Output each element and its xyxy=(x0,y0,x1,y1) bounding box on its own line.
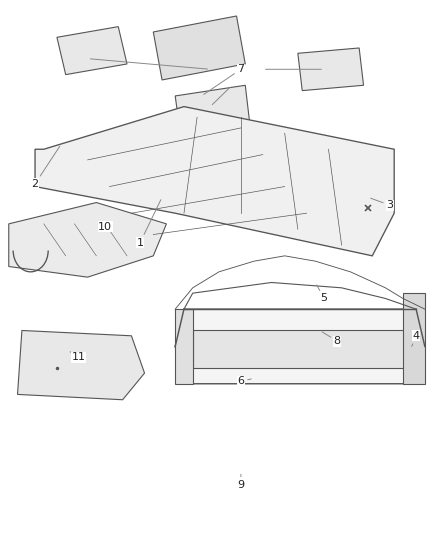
Polygon shape xyxy=(175,85,250,128)
Text: 11: 11 xyxy=(70,352,86,362)
Text: 1: 1 xyxy=(137,200,161,247)
Polygon shape xyxy=(193,330,407,368)
Polygon shape xyxy=(18,330,145,400)
Polygon shape xyxy=(35,107,394,256)
Text: 8: 8 xyxy=(322,332,341,346)
Polygon shape xyxy=(57,27,127,75)
Polygon shape xyxy=(403,293,425,384)
Text: 3: 3 xyxy=(371,198,393,210)
Text: 4: 4 xyxy=(412,331,420,346)
Text: 10: 10 xyxy=(98,222,112,231)
Text: 6: 6 xyxy=(237,376,251,386)
Text: 9: 9 xyxy=(237,474,244,490)
Polygon shape xyxy=(298,48,364,91)
Text: 7: 7 xyxy=(204,64,244,94)
Text: 5: 5 xyxy=(317,285,328,303)
Text: 2: 2 xyxy=(32,146,60,189)
Polygon shape xyxy=(175,309,193,384)
Polygon shape xyxy=(175,309,425,384)
Polygon shape xyxy=(153,16,245,80)
Polygon shape xyxy=(9,203,166,277)
